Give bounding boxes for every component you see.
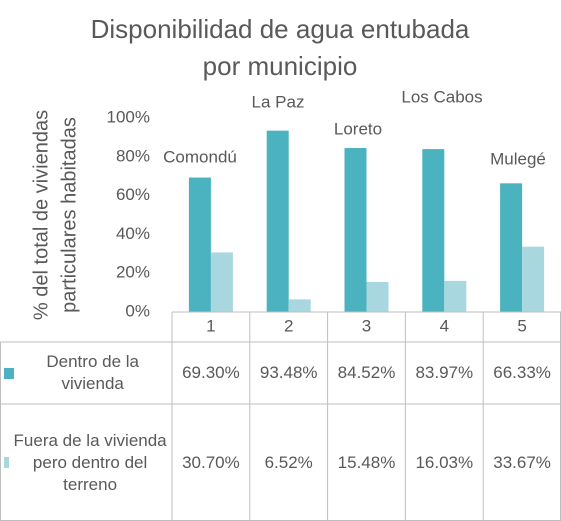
y-tick-label: 100%	[107, 107, 150, 126]
annotation: La Paz	[252, 92, 305, 111]
x-tick-label: 1	[206, 316, 215, 335]
table-value: 66.33%	[493, 363, 551, 382]
table-value: 30.70%	[182, 452, 240, 472]
bar	[188, 177, 211, 312]
bar	[288, 299, 311, 312]
bar	[522, 246, 545, 312]
table-value: 6.52%	[264, 452, 313, 472]
x-tick-label: 3	[362, 316, 371, 335]
bar	[266, 130, 289, 312]
y-tick-label: 0%	[125, 301, 150, 320]
bar	[444, 280, 467, 312]
x-tick-label: 2	[284, 316, 293, 335]
table-value: 16.03%	[415, 452, 474, 472]
table-value: 69.30%	[182, 363, 240, 382]
bar	[210, 252, 233, 312]
legend-entry: Fuera de la vivienda pero dentro del ter…	[4, 404, 168, 521]
y-tick-label: 20%	[116, 263, 150, 282]
annotation: Mulegé	[490, 149, 546, 168]
x-tick-label: 4	[440, 316, 449, 335]
bar	[500, 183, 523, 312]
legend-entry: Dentro de la vivienda	[4, 342, 168, 404]
table-value: 83.97%	[415, 363, 474, 382]
bar	[422, 149, 445, 312]
legend-label: Dentro de la vivienda	[46, 352, 139, 393]
y-axis-label: particulares habitadas	[58, 117, 80, 313]
table-value: 93.48%	[259, 363, 318, 382]
annotation: Los Cabos	[401, 87, 482, 106]
bar	[344, 148, 367, 312]
y-tick-label: 60%	[116, 185, 150, 204]
x-tick-label: 5	[517, 316, 526, 335]
y-tick-label: 80%	[116, 146, 150, 165]
table-value: 84.52%	[337, 363, 396, 382]
y-tick-label: 40%	[116, 224, 150, 243]
table-value: 15.48%	[337, 452, 396, 472]
chart-title: Disponibilidad de agua entubada	[91, 14, 470, 44]
legend-key	[4, 367, 15, 379]
annotation: Comondú	[163, 147, 237, 166]
legend-label: Fuera de la vivienda pero dentro del ter…	[13, 430, 167, 494]
legend-key	[4, 457, 10, 468]
chart-title: por municipio	[203, 51, 358, 81]
annotation: Loreto	[334, 119, 382, 138]
y-axis-label: % del total de viviendas	[30, 110, 52, 320]
bar	[366, 281, 389, 312]
table-value: 33.67%	[493, 452, 551, 472]
